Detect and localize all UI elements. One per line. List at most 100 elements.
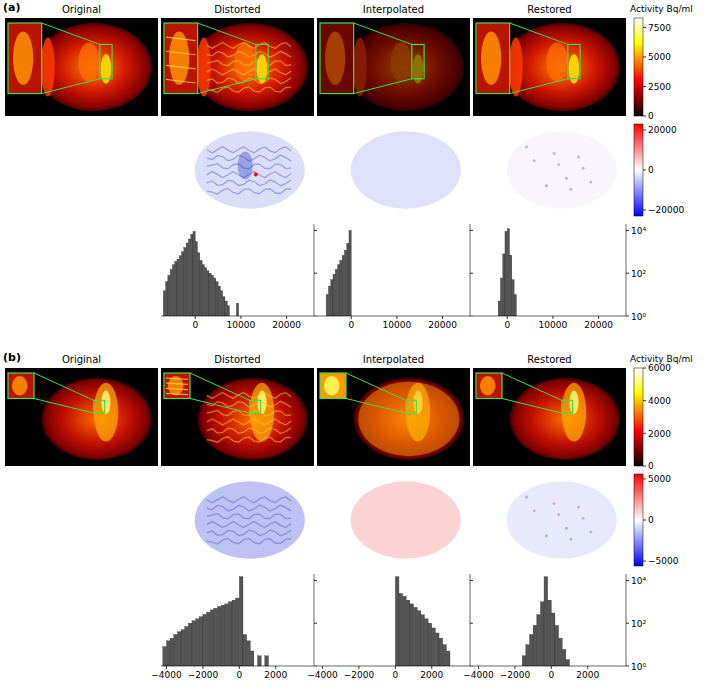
difference-spot xyxy=(525,496,528,499)
y-tick xyxy=(314,666,317,667)
x-tick-label: −4000 xyxy=(463,670,494,680)
histogram-bar xyxy=(428,623,432,666)
column-title: Original xyxy=(62,4,101,15)
body-slice xyxy=(42,378,152,460)
y-tick xyxy=(470,316,473,317)
difference-region xyxy=(351,131,461,208)
histogram-bar xyxy=(220,291,222,316)
colorbar-tick-label: 2000 xyxy=(648,429,671,439)
x-tick-label: 2000 xyxy=(420,670,443,680)
colorbar-tick-label: 20000 xyxy=(648,125,677,135)
artifact xyxy=(207,60,291,65)
inset-frame xyxy=(8,373,34,398)
difference-spot xyxy=(545,534,548,537)
x-tick xyxy=(507,316,508,319)
difference-spot xyxy=(533,159,536,162)
colorbar: −20000020000 xyxy=(634,124,684,216)
x-tick xyxy=(551,666,552,669)
histogram-bar xyxy=(174,634,178,666)
y-tick xyxy=(626,666,629,667)
y-axis-line xyxy=(626,574,627,666)
body-slice xyxy=(198,378,308,460)
hot-spot xyxy=(569,391,578,415)
zoom-inset xyxy=(164,23,268,94)
colorbar-tick-label: 0 xyxy=(648,111,654,121)
histogram-bars xyxy=(395,577,450,666)
zoom-box xyxy=(100,44,112,78)
histogram-bar xyxy=(446,651,450,666)
difference-map xyxy=(317,474,470,566)
y-tick xyxy=(314,316,317,317)
zoom-box xyxy=(94,400,105,413)
hot-spot xyxy=(101,391,110,415)
y-tick xyxy=(314,623,317,624)
difference-region xyxy=(507,481,617,558)
difference-map xyxy=(161,474,314,566)
histogram-bar xyxy=(200,260,202,316)
zoom-inset xyxy=(164,373,260,413)
histogram-bar xyxy=(199,617,203,666)
histogram-bar xyxy=(177,259,179,316)
histogram-bar xyxy=(344,250,346,316)
x-tick-label: 10000 xyxy=(383,320,412,330)
body xyxy=(198,378,308,460)
zoom-box xyxy=(562,400,573,413)
x-tick-label: 0 xyxy=(348,320,354,330)
y-tick xyxy=(626,230,629,231)
hot-region xyxy=(94,383,118,442)
histogram-bar xyxy=(236,303,238,316)
histogram-bar xyxy=(340,260,342,316)
histogram-bar xyxy=(435,633,439,666)
body-slice xyxy=(510,378,620,460)
histogram-bar xyxy=(211,275,213,316)
zoom-line xyxy=(198,23,256,44)
x-axis-line xyxy=(161,316,314,317)
x-tick-label: −2000 xyxy=(188,670,219,680)
histogram-bar xyxy=(540,602,544,666)
histogram-bar xyxy=(522,656,526,666)
colorbar-tick-label: 7500 xyxy=(648,23,671,33)
histogram-bar xyxy=(503,254,505,316)
histogram-bar xyxy=(221,605,225,666)
histogram: 01000020000 xyxy=(161,224,317,330)
inset-frame xyxy=(8,23,42,94)
histogram-bar xyxy=(236,598,240,666)
inset-image xyxy=(8,23,42,94)
x-tick-label: −2000 xyxy=(344,670,375,680)
histogram-bar xyxy=(421,615,425,666)
histogram-bars xyxy=(522,577,569,666)
map-background xyxy=(161,124,314,216)
histogram: −4000−200002000 xyxy=(307,574,473,680)
body xyxy=(192,23,308,111)
histogram-bar xyxy=(432,628,436,666)
difference-spot xyxy=(533,509,536,512)
x-tick xyxy=(240,316,241,319)
zoom-line xyxy=(354,23,412,44)
histogram-bar xyxy=(216,282,218,316)
difference-spot xyxy=(582,167,585,170)
histogram-bar xyxy=(510,255,512,316)
histogram-bar xyxy=(507,229,509,316)
x-tick xyxy=(587,666,588,669)
image-background xyxy=(473,18,626,116)
pet-image xyxy=(473,18,626,116)
x-tick-label: 0 xyxy=(504,320,510,330)
x-tick-label: −4000 xyxy=(151,670,182,680)
histogram-bar xyxy=(166,282,168,316)
histogram-bar xyxy=(188,623,192,666)
histogram-bar xyxy=(185,627,189,666)
x-tick-label: 0 xyxy=(548,670,554,680)
histogram-bar xyxy=(424,619,428,666)
histogram-bar xyxy=(203,614,207,666)
image-background xyxy=(317,18,470,116)
hot-region xyxy=(41,38,55,97)
artifact xyxy=(207,43,291,49)
zoom-inset xyxy=(476,23,580,94)
inset-image xyxy=(476,23,510,94)
histogram-bar xyxy=(207,271,209,316)
map-background xyxy=(473,124,626,216)
colorbar: −500005000 xyxy=(634,474,679,566)
histogram-bar xyxy=(195,242,197,316)
colorbar-tick xyxy=(643,116,646,117)
x-tick-label: 20000 xyxy=(428,320,457,330)
